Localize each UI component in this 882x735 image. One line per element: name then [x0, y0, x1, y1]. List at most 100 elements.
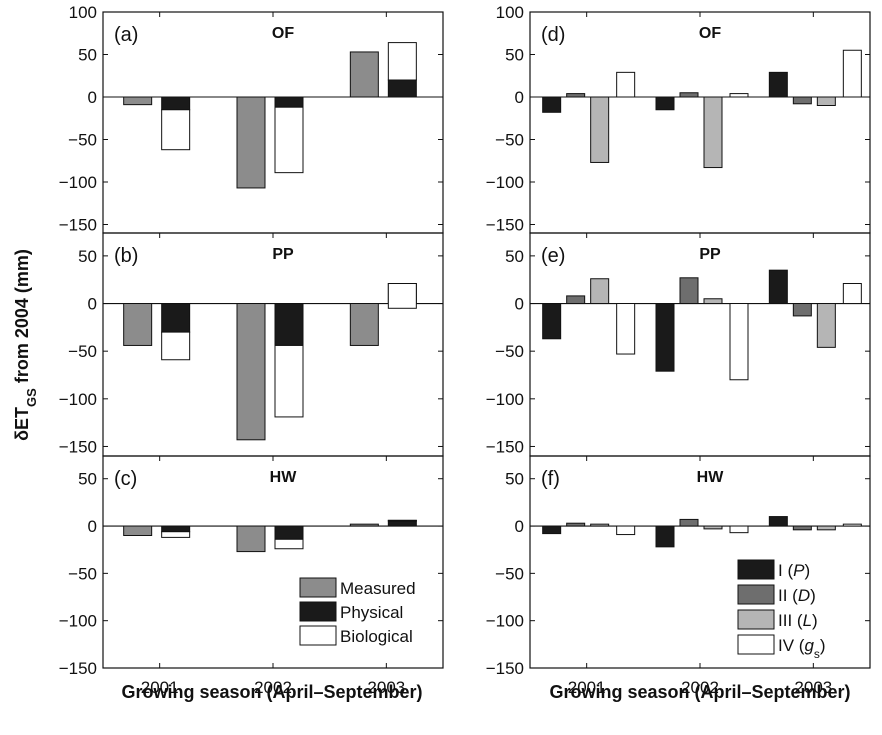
bar-physical-2001 [161, 303, 191, 333]
bar-II-2003 [792, 525, 812, 531]
bar-IV-2003 [842, 49, 862, 98]
x-tick-label: 2001 [141, 678, 179, 697]
panel-a: 100 50 0 −50 −100 −150 (a) OF [59, 3, 444, 235]
panel-b: 50 0 −50 −100 −150 (b) PP [59, 232, 444, 457]
y-tick-label: 50 [505, 247, 524, 266]
x-axis-label-left: Growing season (April–September) [121, 682, 422, 702]
bar-biological-2002 [274, 106, 304, 174]
bar-physical-2002 [274, 525, 304, 540]
bar-physical-2002 [274, 96, 304, 108]
bar-physical-2002 [274, 303, 304, 346]
y-tick-label: −150 [486, 437, 524, 456]
bar-I-2001 [542, 525, 562, 535]
bar-measured-2003 [349, 51, 379, 98]
x-tick-label: 2001 [568, 678, 606, 697]
panel-letter: (e) [541, 245, 565, 267]
y-tick-label: 100 [496, 3, 524, 22]
y-axis-label-subscript: GS [24, 388, 39, 407]
legend-right: I (P) II (D) III (L) IV (gs) [737, 559, 826, 661]
panel-site-label: PP [699, 246, 721, 263]
bar-III-2002 [703, 298, 723, 305]
bar-biological-2002 [274, 344, 304, 418]
legend-left: Measured Physical Biological [299, 577, 416, 646]
bar-III-2003 [816, 96, 836, 106]
y-tick-label: −50 [495, 564, 524, 583]
legend-label-measured: Measured [340, 579, 416, 598]
bar-II-2001 [566, 295, 586, 305]
y-tick-label: 100 [69, 3, 97, 22]
y-axis-label-rest: from 2004 (mm) [12, 249, 32, 388]
y-tick-label: 0 [515, 88, 524, 107]
y-tick-label: 0 [88, 295, 97, 314]
x-tick-label: 2003 [794, 678, 832, 697]
y-tick-label: −50 [68, 564, 97, 583]
bars [123, 283, 417, 441]
x-tick-label: 2002 [681, 678, 719, 697]
y-tick-label: 0 [515, 295, 524, 314]
panel-f: 50 0 −50 −100 −150 2001 2002 2003 (f) HW [486, 455, 871, 697]
bar-biological-2001 [161, 531, 191, 538]
legend-label-physical: Physical [340, 603, 403, 622]
legend-swatch-physical [299, 601, 337, 622]
bar-IV-2002 [729, 525, 749, 534]
x-tick-label: 2002 [254, 678, 292, 697]
bar-III-2001 [590, 278, 610, 305]
y-tick-label: −100 [59, 390, 97, 409]
panel-frame [529, 11, 871, 234]
legend-label-II: II (D) [778, 586, 816, 605]
bar-II-2002 [679, 92, 699, 98]
panel-letter: (a) [114, 24, 138, 46]
bars [542, 49, 862, 169]
panel-site-label: OF [272, 25, 294, 42]
bar-II-2002 [679, 518, 699, 527]
bars [542, 269, 862, 381]
bar-physical-2003 [387, 79, 417, 98]
bar-biological-2002 [274, 538, 304, 550]
y-tick-label: 50 [78, 46, 97, 65]
legend-swatch-II [737, 584, 775, 605]
panel-site-label: HW [697, 469, 725, 486]
bar-measured-2003 [349, 303, 379, 346]
y-tick-label: −100 [486, 173, 524, 192]
bar-measured-2002 [236, 303, 266, 441]
bar-I-2001 [542, 96, 562, 113]
y-tick-label: 50 [505, 470, 524, 489]
x-axis-label-right: Growing season (April–September) [549, 682, 850, 702]
y-tick-label: −100 [59, 173, 97, 192]
bars [542, 516, 862, 548]
bar-III-2003 [816, 525, 836, 531]
panel-site-label: PP [272, 246, 294, 263]
panel-letter: (d) [541, 24, 565, 46]
bar-IV-2002 [729, 303, 749, 381]
bar-physical-2001 [161, 96, 191, 111]
bar-IV-2001 [616, 71, 636, 98]
panel-letter: (f) [541, 468, 560, 490]
bar-biological-2001 [161, 331, 191, 361]
bar-IV-2002 [729, 93, 749, 98]
bar-biological-2001 [161, 109, 191, 151]
x-tick-label: 2003 [367, 678, 405, 697]
bar-IV-2003 [842, 523, 862, 527]
bar-IV-2001 [616, 303, 636, 355]
bar-biological-2003 [387, 42, 417, 81]
panel-letter: (c) [114, 468, 137, 490]
y-tick-label: 0 [88, 517, 97, 536]
y-tick-label: 0 [515, 517, 524, 536]
bar-biological-2003 [387, 519, 417, 522]
bar-II-2002 [679, 277, 699, 305]
panel-e: 50 0 −50 −100 −150 (e) PP [486, 232, 871, 457]
bars [123, 519, 417, 553]
legend-swatch-I [737, 559, 775, 580]
y-tick-label: 50 [505, 46, 524, 65]
y-tick-label: −50 [495, 342, 524, 361]
legend-label-I: I (P) [778, 561, 810, 580]
panel-site-label: HW [270, 469, 298, 486]
bar-II-2001 [566, 522, 586, 527]
bar-I-2002 [655, 96, 675, 111]
legend-label-biological: Biological [340, 627, 413, 646]
panel-frame [102, 232, 444, 457]
y-tick-label: 0 [88, 88, 97, 107]
y-axis-label: δETGS from 2004 (mm) [12, 249, 39, 441]
legend-swatch-biological [299, 625, 337, 646]
bar-IV-2003 [842, 283, 862, 305]
